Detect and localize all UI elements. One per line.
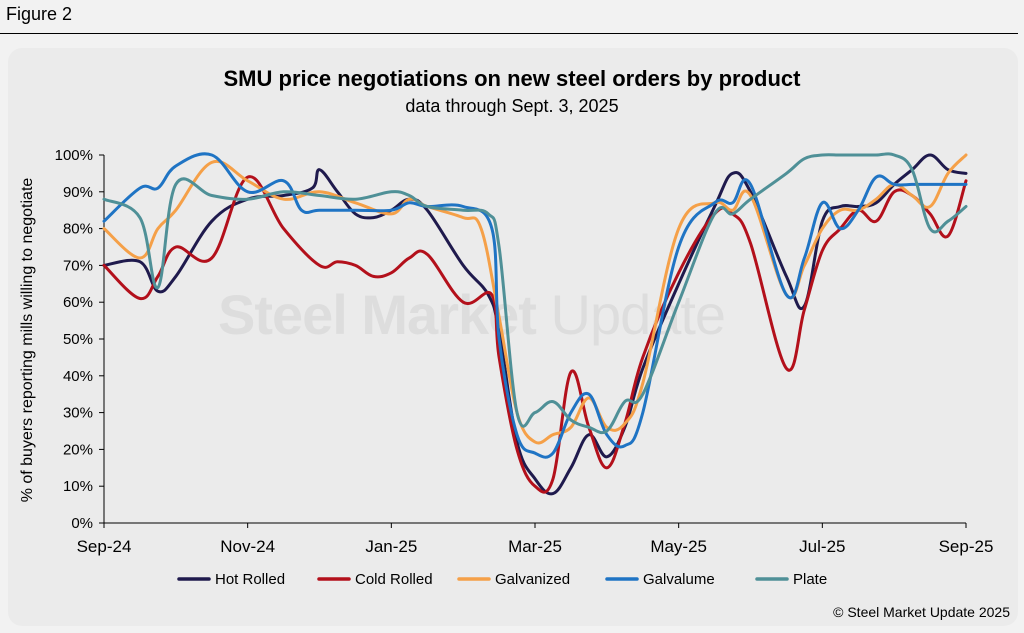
chart-title: SMU price negotiations on new steel orde… (223, 66, 801, 91)
y-tick-label: 10% (63, 478, 93, 495)
figure-label: Figure 2 (6, 4, 73, 24)
x-tick-label: Mar-25 (508, 537, 562, 556)
legend-label: Plate (793, 571, 827, 588)
series-line-galvalume (102, 152, 968, 459)
legend-label: Cold Rolled (355, 571, 433, 588)
series-line-cold-rolled (102, 175, 968, 494)
y-tick-label: 0% (71, 515, 93, 532)
legend-label: Hot Rolled (215, 571, 285, 588)
copyright: © Steel Market Update 2025 (833, 604, 1010, 620)
y-tick-label: 80% (63, 221, 93, 238)
x-tick-label: Jan-25 (365, 537, 417, 556)
y-tick-label: 20% (63, 441, 93, 458)
x-tick-label: Sep-24 (77, 537, 132, 556)
x-tick-label: Sep-25 (939, 537, 994, 556)
y-tick-label: 70% (63, 257, 93, 274)
x-tick-label: Jul-25 (799, 537, 845, 556)
series-group (102, 152, 968, 496)
y-tick-label: 30% (63, 405, 93, 422)
axes: 0% 10% 20% 30% 40% 50% 60% 70% 80% 90% 100% Sep-24 N… (55, 147, 994, 556)
chart-subtitle: data through Sept. 3, 2025 (405, 96, 619, 116)
series-line-hot-rolled (102, 153, 968, 496)
legend-label: Galvanized (495, 571, 570, 588)
x-tick-label: May-25 (650, 537, 707, 556)
watermark: Steel Market Update (218, 282, 727, 347)
legend: Hot Rolled Cold Rolled Galvanized Galvalume… (177, 571, 827, 588)
x-tick-label: Nov-24 (220, 537, 275, 556)
watermark-light: Update (550, 283, 727, 346)
y-tick-label: 100% (55, 147, 93, 164)
y-tick-label: 60% (63, 294, 93, 311)
figure-divider (0, 33, 1018, 34)
y-tick-label: 90% (63, 184, 93, 201)
y-tick-label: 50% (63, 331, 93, 348)
series-line-plate (102, 152, 968, 435)
legend-label: Galvalume (643, 571, 715, 588)
chart-panel (8, 48, 1018, 626)
y-tick-label: 40% (63, 368, 93, 385)
